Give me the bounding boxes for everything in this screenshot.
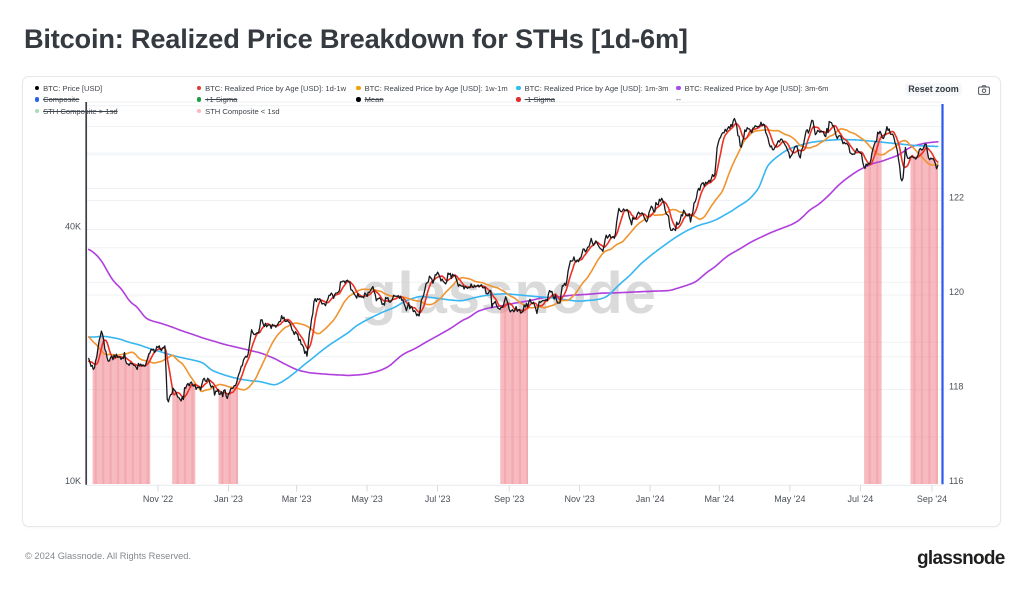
svg-text:May '24: May '24: [774, 494, 805, 504]
svg-text:10K: 10K: [65, 476, 81, 486]
svg-text:118: 118: [949, 382, 963, 392]
svg-text:Mar '24: Mar '24: [705, 494, 735, 504]
svg-text:Jul '24: Jul '24: [848, 494, 874, 504]
svg-text:Sep '24: Sep '24: [917, 494, 947, 504]
svg-text:Jan '23: Jan '23: [214, 494, 243, 504]
svg-text:Jan '24: Jan '24: [636, 494, 665, 504]
svg-text:Nov '23: Nov '23: [564, 494, 594, 504]
svg-text:Sep '23: Sep '23: [494, 494, 524, 504]
svg-text:122: 122: [949, 192, 964, 202]
svg-text:116: 116: [949, 476, 963, 486]
svg-text:May '23: May '23: [351, 494, 382, 504]
svg-text:40K: 40K: [65, 222, 81, 232]
svg-text:Mar '23: Mar '23: [282, 494, 312, 504]
svg-text:Nov '22: Nov '22: [143, 494, 173, 504]
svg-text:Jul '23: Jul '23: [425, 494, 451, 504]
svg-text:120: 120: [949, 287, 964, 297]
